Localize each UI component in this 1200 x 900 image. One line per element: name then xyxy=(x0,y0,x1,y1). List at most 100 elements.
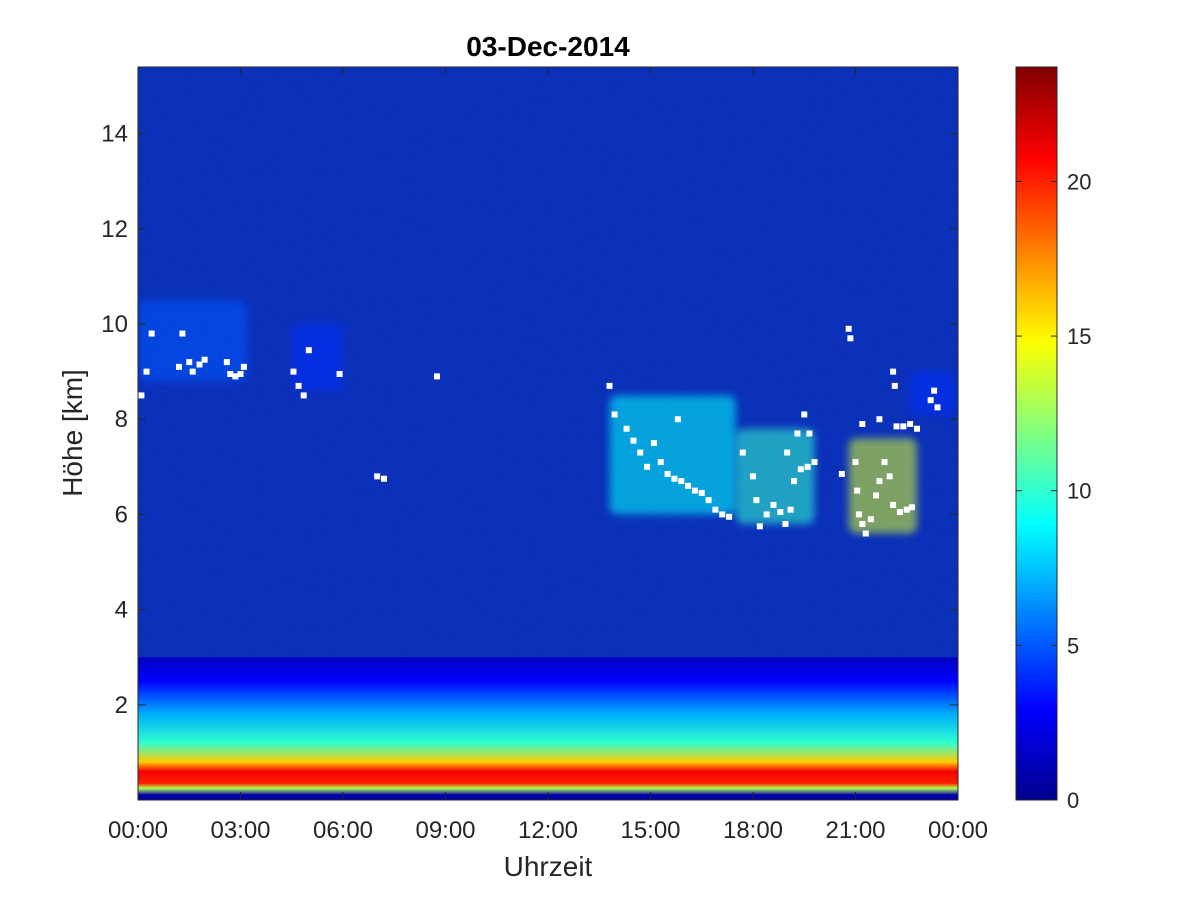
cloud-base-point xyxy=(290,368,297,375)
cloud-base-point xyxy=(237,371,244,378)
cloud-base-point xyxy=(223,359,230,366)
cloud-base-point xyxy=(893,423,900,430)
cloud-base-point xyxy=(674,416,681,423)
cloud-base-point xyxy=(806,430,813,437)
x-tick-label: 15:00 xyxy=(620,817,680,844)
cloud-base-point xyxy=(873,492,879,499)
cloud-base-point xyxy=(867,516,874,523)
colorbar-tick-label: 5 xyxy=(1067,633,1079,658)
colorbar: 0 5 10 15 20 xyxy=(1015,66,1091,813)
cloud-base-point xyxy=(763,511,770,518)
x-axis-ticks: 00:00 03:00 06:00 09:00 12:00 15:00 18:00 21:00… xyxy=(108,67,988,844)
cloud-base-point xyxy=(782,520,789,527)
y-tick-label: 8 xyxy=(115,406,128,433)
cloud-base-point xyxy=(671,475,678,482)
cloud-base-point xyxy=(890,501,897,508)
cloud-base-point xyxy=(179,330,186,337)
x-tick-label: 09:00 xyxy=(415,817,475,844)
x-tick-label: 00:00 xyxy=(928,817,988,844)
colorbar-tick-label: 15 xyxy=(1067,324,1091,349)
cloud-base-point xyxy=(859,420,866,427)
cloud-base-point xyxy=(794,430,801,437)
x-tick-label: 12:00 xyxy=(518,817,578,844)
cloud-base-point xyxy=(886,473,893,480)
cloud-base-point xyxy=(876,478,883,485)
colorbar-gradient xyxy=(1016,67,1057,800)
cloud-layer xyxy=(609,395,736,515)
cloud-base-point xyxy=(914,425,920,432)
cloud-base-point xyxy=(896,509,903,516)
cloud-base-point xyxy=(300,392,307,399)
cloud-base-point xyxy=(196,361,203,368)
cloud-base-point xyxy=(881,459,888,466)
cloud-base-point xyxy=(876,416,883,423)
cloud-layer xyxy=(735,428,815,524)
x-tick-label: 03:00 xyxy=(210,817,270,844)
cloud-base-point xyxy=(804,463,811,470)
cloud-base-point xyxy=(903,506,910,513)
cloud-base-point xyxy=(381,475,387,482)
cloud-base-point xyxy=(756,523,763,530)
colorbar-ticks: 0 5 10 15 20 xyxy=(1016,169,1091,813)
cloud-base-point xyxy=(791,478,797,485)
cloud-base-point xyxy=(859,520,866,527)
cloud-base-point xyxy=(854,487,861,494)
cloud-base-point xyxy=(611,411,618,418)
cloud-base-point xyxy=(753,497,760,504)
cloud-base-points xyxy=(138,325,941,537)
cloud-base-point xyxy=(189,368,196,375)
cloud-base-point xyxy=(232,373,239,380)
cloud-base-point xyxy=(374,473,381,480)
cloud-base-point xyxy=(240,363,247,370)
cloud-base-point xyxy=(750,473,756,480)
cloud-base-point xyxy=(907,420,914,427)
cloud-base-point xyxy=(685,482,692,489)
boundary-layer-band xyxy=(138,657,958,800)
cloud-base-point xyxy=(931,387,938,394)
cloud-base-point xyxy=(433,373,440,380)
cloud-base-point xyxy=(623,425,630,432)
cloud-base-point xyxy=(770,501,777,508)
cloud-base-point xyxy=(138,392,145,399)
cloud-base-point xyxy=(644,463,651,470)
cloud-base-point xyxy=(777,509,784,516)
cloud-base-point xyxy=(698,489,705,496)
x-axis-label: Uhrzeit xyxy=(504,851,593,882)
cloud-base-point xyxy=(787,506,794,513)
cloud-base-point xyxy=(838,470,845,477)
y-tick-label: 12 xyxy=(101,216,128,243)
cloud-base-point xyxy=(934,404,941,411)
plot-area xyxy=(138,67,958,800)
cloud-layer xyxy=(138,300,248,382)
cloud-base-point xyxy=(664,470,671,477)
y-axis-label: Höhe [km] xyxy=(57,369,88,497)
colorbar-tick-label: 10 xyxy=(1067,479,1091,504)
cloud-base-point xyxy=(739,449,746,456)
cloud-base-point xyxy=(295,382,302,389)
cloud-base-point xyxy=(336,371,343,378)
cloud-base-point xyxy=(678,478,685,485)
cloud-base-point xyxy=(691,487,698,494)
y-tick-label: 10 xyxy=(101,311,128,338)
cloud-base-point xyxy=(890,368,897,375)
cloud-base-point xyxy=(705,497,712,504)
y-axis-ticks: 2 4 6 8 10 12 14 xyxy=(101,121,958,719)
cloud-base-point xyxy=(148,330,155,337)
chart-title: 03-Dec-2014 xyxy=(466,31,630,62)
colorbar-tick-label: 0 xyxy=(1067,788,1079,813)
cloud-base-point xyxy=(305,347,312,354)
cloud-base-point xyxy=(862,530,869,537)
cloud-base-point xyxy=(797,466,804,473)
cloud-base-point xyxy=(784,449,791,456)
cloud-base-point xyxy=(891,382,898,389)
cloud-base-point xyxy=(855,511,862,518)
cloud-base-point xyxy=(650,440,657,447)
cloud-base-point xyxy=(847,335,854,342)
cloud-base-point xyxy=(927,397,934,404)
cloud-base-point xyxy=(712,506,719,513)
cloud-base-point xyxy=(227,371,234,378)
x-tick-label: 06:00 xyxy=(313,817,373,844)
colorbar-frame xyxy=(1015,66,1058,801)
y-tick-label: 6 xyxy=(115,501,128,528)
